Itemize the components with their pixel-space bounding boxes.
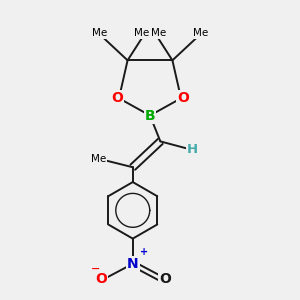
Text: Me: Me xyxy=(91,154,106,164)
Text: Me: Me xyxy=(92,28,107,38)
Text: O: O xyxy=(159,272,171,286)
Text: +: + xyxy=(140,247,148,257)
Text: H: H xyxy=(187,143,198,157)
Text: B: B xyxy=(145,109,155,122)
Text: Me: Me xyxy=(151,28,166,38)
Text: O: O xyxy=(177,91,189,105)
Text: O: O xyxy=(95,272,106,286)
Text: Me: Me xyxy=(193,28,208,38)
Text: −: − xyxy=(90,264,100,274)
Text: Me: Me xyxy=(134,28,149,38)
Text: N: N xyxy=(127,257,139,271)
Text: O: O xyxy=(111,91,123,105)
